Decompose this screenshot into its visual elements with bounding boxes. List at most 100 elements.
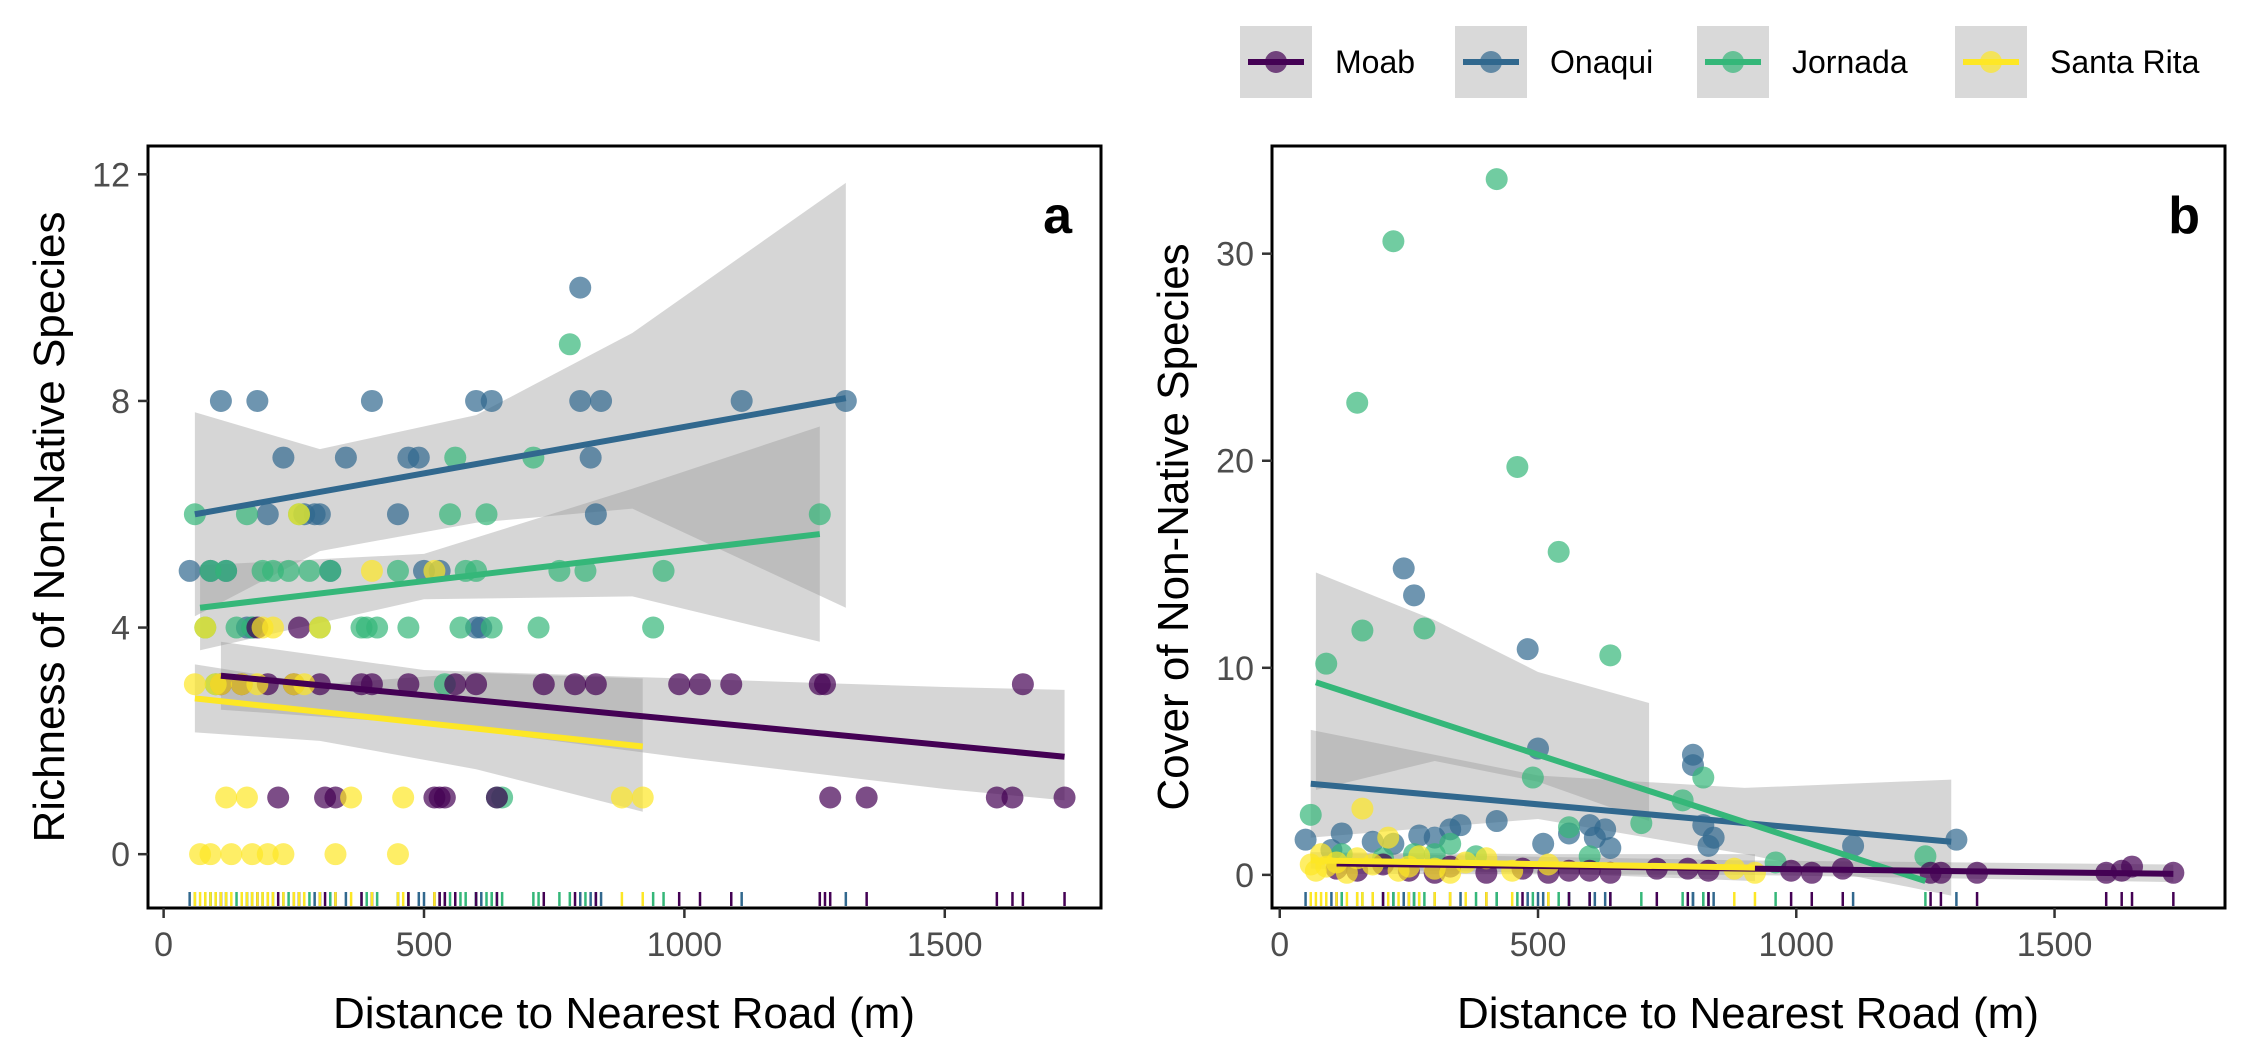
x-tick-label: 500 [1510, 926, 1567, 964]
data-point [1506, 455, 1529, 478]
data-point [183, 673, 206, 696]
y-tick-label: 8 [111, 383, 130, 421]
data-point [1558, 816, 1581, 839]
data-point [241, 843, 264, 866]
legend-label: Santa Rita [2050, 44, 2200, 80]
data-point [1599, 836, 1622, 859]
panel-b: b Distance to Nearest Road (m) Cover of … [1149, 144, 2227, 1038]
confidence-band-onaqui [194, 182, 846, 617]
data-point [485, 786, 508, 809]
data-point [178, 559, 201, 582]
data-point [652, 559, 675, 582]
x-tick-label: 0 [1270, 926, 1289, 964]
data-point [298, 559, 321, 582]
data-point [1346, 391, 1369, 414]
data-point [308, 503, 331, 526]
data-point [1001, 786, 1024, 809]
panel-a: a Distance to Nearest Road (m) Richness … [25, 144, 1103, 1038]
data-point [1485, 168, 1508, 191]
data-point [1382, 230, 1405, 253]
rug-marks [188, 892, 1066, 906]
x-tick-label: 0 [154, 926, 173, 964]
panel-a-border [146, 144, 1103, 910]
data-point [386, 559, 409, 582]
data-point [532, 673, 555, 696]
data-point [199, 843, 222, 866]
x-tick-label: 1000 [1758, 926, 1834, 964]
fit-line-onaqui [1310, 780, 1952, 845]
data-point [558, 333, 581, 356]
legend-label: Jornada [1792, 44, 1908, 80]
data-point [1692, 766, 1715, 789]
plot-layers [178, 182, 1076, 866]
y-tick-label: 4 [111, 610, 130, 648]
data-point [1449, 814, 1472, 837]
plot-area-a [178, 182, 1076, 906]
data-point [397, 673, 420, 696]
data-point [261, 559, 284, 582]
data-point [1702, 826, 1725, 849]
data-point [1392, 557, 1415, 580]
legend-item-santa-rita: Santa Rita [1955, 26, 2200, 98]
data-point [1011, 673, 1034, 696]
data-point [642, 616, 665, 639]
data-point [1532, 832, 1555, 855]
data-point [730, 389, 753, 412]
data-point [1377, 826, 1400, 849]
data-point [256, 843, 279, 866]
data-point [1053, 786, 1076, 809]
data-point [267, 786, 290, 809]
data-point [220, 843, 243, 866]
data-point [360, 389, 383, 412]
data-point [1630, 812, 1653, 835]
data-point [386, 503, 409, 526]
data-point [360, 559, 383, 582]
data-point [261, 616, 284, 639]
data-point [277, 559, 300, 582]
legend-label: Moab [1335, 44, 1415, 80]
data-point [449, 616, 472, 639]
data-point [584, 503, 607, 526]
data-point [1547, 540, 1570, 563]
data-point [199, 559, 222, 582]
y-axis-title-b: Cover of Non-Native Species [1149, 243, 1198, 810]
data-point [1485, 810, 1508, 833]
fit-line-onaqui [194, 395, 847, 518]
data-point [1842, 834, 1865, 857]
data-point [308, 616, 331, 639]
axis-ticks-b: 0 500 1000 1500 0 10 20 30 [1216, 236, 2092, 964]
data-point [1439, 832, 1462, 855]
y-axis-title-a: Richness of Non-Native Species [25, 212, 74, 843]
data-point [569, 276, 592, 299]
y-tick-label: 30 [1216, 236, 1254, 274]
data-point [1351, 619, 1374, 642]
x-tick-label: 1500 [907, 926, 983, 964]
data-point [256, 503, 279, 526]
x-axis-title-b: Distance to Nearest Road (m) [1457, 989, 2039, 1038]
data-point [808, 503, 831, 526]
plot-layers [1294, 168, 2185, 896]
data-point [720, 673, 743, 696]
data-point [225, 616, 248, 639]
y-tick-label: 10 [1216, 650, 1254, 688]
data-point [985, 786, 1008, 809]
data-point [668, 673, 691, 696]
data-point [1299, 803, 1322, 826]
data-point [631, 786, 654, 809]
panel-b-tag: b [2168, 187, 2200, 245]
confidence-band-moab [220, 641, 1065, 801]
data-point [334, 446, 357, 469]
data-point [324, 843, 347, 866]
data-point [319, 559, 342, 582]
data-point [579, 446, 602, 469]
data-point [439, 503, 462, 526]
data-point [407, 446, 430, 469]
data-point [1914, 845, 1937, 868]
data-point [1315, 652, 1338, 675]
data-point [590, 389, 613, 412]
data-point [246, 389, 269, 412]
confidence-band-santa-rita [194, 664, 643, 812]
fit-line-santa-rita [1310, 857, 1756, 871]
data-point [288, 616, 311, 639]
